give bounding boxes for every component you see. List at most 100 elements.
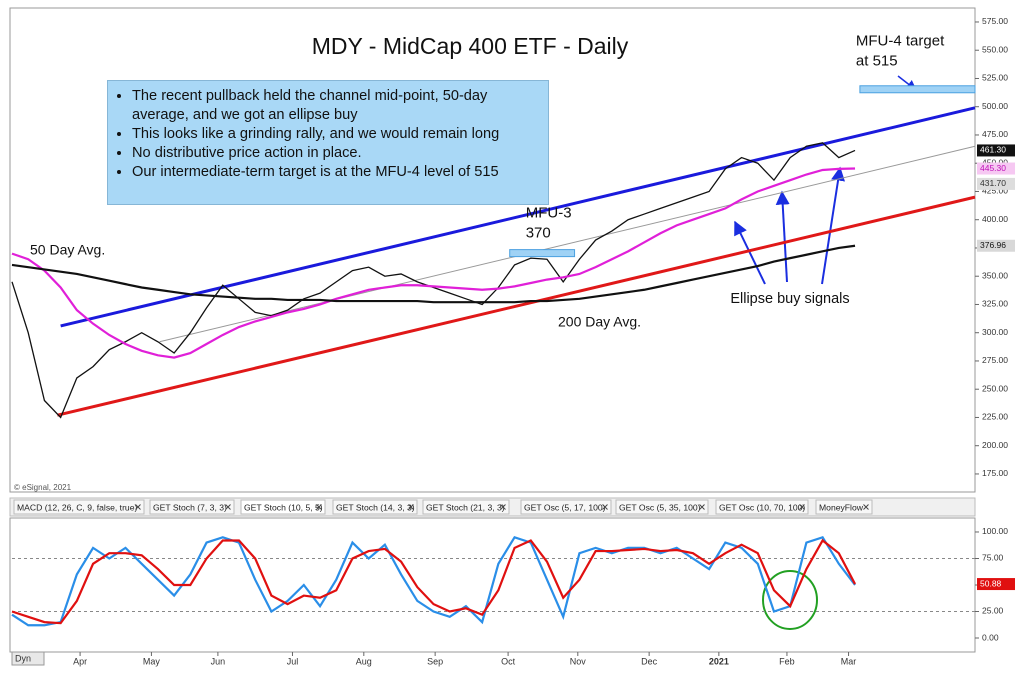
x-tick-label: Feb (779, 656, 795, 666)
target-sublabel: at 515 (856, 53, 898, 70)
arrow (734, 220, 766, 285)
tab-close[interactable] (699, 504, 705, 510)
x-tick-label: Jul (287, 656, 299, 666)
tab-close[interactable] (225, 504, 231, 510)
x-tick-label: Nov (570, 656, 587, 666)
tab-label[interactable]: MACD (12, 26, C, 9, false, true) (17, 502, 137, 512)
y-tick-label: 325.00 (982, 299, 1008, 309)
series-line (11, 244, 856, 304)
price-label-box (977, 578, 1015, 591)
tab[interactable] (815, 499, 873, 515)
x-tick-label: Aug (356, 656, 372, 666)
copyright: © eSignal, 2021 (14, 483, 72, 492)
x-tick-label: Apr (73, 656, 87, 666)
x-tick-label: Mar (841, 656, 857, 666)
tab-close[interactable] (799, 504, 805, 510)
y-tick-label: 75.00 (982, 553, 1004, 563)
tab-close[interactable] (135, 504, 141, 510)
y-tick-label: 550.00 (982, 44, 1008, 54)
tab[interactable] (422, 499, 510, 515)
y-tick-label: 350.00 (982, 270, 1008, 280)
tab-label[interactable]: GET Stoch (7, 3, 3) (153, 502, 227, 512)
note: The recent pullback held the channel mid… (132, 87, 538, 125)
y-tick-label: 425.00 (982, 186, 1008, 196)
dyn-label[interactable]: Dyn (15, 653, 31, 663)
y-tick-label: 525.00 (982, 73, 1008, 83)
channel-line (57, 195, 976, 417)
target-box (509, 249, 576, 258)
y-tick-label: 0.00 (982, 632, 999, 642)
tab[interactable] (13, 499, 145, 515)
tab-label[interactable]: MoneyFlow (819, 502, 864, 512)
tab-label[interactable]: GET Osc (10, 70, 100) (719, 502, 805, 512)
y-tick-label: 175.00 (982, 468, 1008, 478)
tab-label[interactable]: GET Stoch (14, 3, 3) (336, 502, 415, 512)
price-label-box (977, 144, 1015, 157)
tab-close[interactable] (316, 504, 322, 510)
y-tick-label: 275.00 (982, 355, 1008, 365)
target-label: MFU-4 target (856, 33, 945, 50)
chart-title: MDY - MidCap 400 ETF - Daily (312, 33, 629, 59)
series-line (11, 142, 856, 419)
y-tick-label: 400.00 (982, 214, 1008, 224)
series-label: 200 Day Avg. (558, 314, 641, 330)
series-line (11, 538, 857, 625)
y-tick-label: 575.00 (982, 16, 1008, 26)
channel-line (60, 106, 976, 328)
tab-close[interactable] (602, 504, 608, 510)
arrow (821, 166, 845, 285)
y-tick-label: 475.00 (982, 129, 1008, 139)
target-label: MFU-3 (526, 205, 572, 222)
x-tick-label: Jun (211, 656, 226, 666)
x-tick-label: Sep (427, 656, 443, 666)
notes-list: The recent pullback held the channel mid… (118, 87, 538, 182)
tab[interactable] (615, 499, 709, 515)
price-label: 431.70 (980, 178, 1006, 188)
annotation: Ellipse buy signals (730, 291, 849, 307)
y-tick-label: 300.00 (982, 327, 1008, 337)
tab[interactable] (332, 499, 418, 515)
tab-close[interactable] (408, 504, 414, 510)
target-value: 370 (526, 225, 551, 242)
note: Our intermediate-term target is at the M… (132, 163, 538, 182)
arrow (775, 190, 790, 283)
target-box (859, 85, 976, 94)
y-tick-label: 100.00 (982, 526, 1008, 536)
tab-label[interactable]: GET Osc (5, 17, 100) (524, 502, 606, 512)
tab[interactable] (520, 499, 612, 515)
dyn-button[interactable] (11, 651, 45, 666)
price-label-box (977, 239, 1015, 252)
x-tick-label: 2021 (709, 656, 729, 666)
y-tick-label: 450.00 (982, 157, 1008, 167)
price-label: 376.96 (980, 240, 1006, 250)
x-tick-label: Dec (641, 656, 658, 666)
price-label-box (977, 177, 1015, 190)
tab[interactable] (149, 499, 235, 515)
tab-close[interactable] (500, 504, 506, 510)
y-tick-label: 225.00 (982, 412, 1008, 422)
channel-line (159, 145, 976, 343)
tab-close[interactable] (863, 504, 869, 510)
y-tick-label: 500.00 (982, 101, 1008, 111)
y-tick-label: 200.00 (982, 440, 1008, 450)
price-label-box (977, 162, 1015, 175)
price-label: 445.30 (980, 163, 1006, 173)
x-tick-label: May (143, 656, 161, 666)
note: No distributive price action in place. (132, 144, 538, 163)
price-label: 461.30 (980, 145, 1006, 155)
note: This looks like a grinding rally, and we… (132, 125, 538, 144)
tab-label[interactable]: GET Stoch (10, 5, 5) (244, 502, 323, 512)
notes-box: The recent pullback held the channel mid… (107, 80, 549, 205)
tab[interactable] (240, 499, 326, 515)
tab-label[interactable]: GET Stoch (21, 3, 3) (426, 502, 505, 512)
series-label: 50 Day Avg. (30, 242, 105, 258)
x-tick-label: Oct (501, 656, 516, 666)
tab-label[interactable]: GET Osc (5, 35, 100) (619, 502, 701, 512)
highlight-circle (762, 570, 818, 630)
price-label: 50.88 (980, 578, 1002, 588)
tab[interactable] (715, 499, 809, 515)
y-tick-label: 250.00 (982, 383, 1008, 393)
series-line (11, 167, 856, 359)
y-tick-label: 25.00 (982, 606, 1004, 616)
